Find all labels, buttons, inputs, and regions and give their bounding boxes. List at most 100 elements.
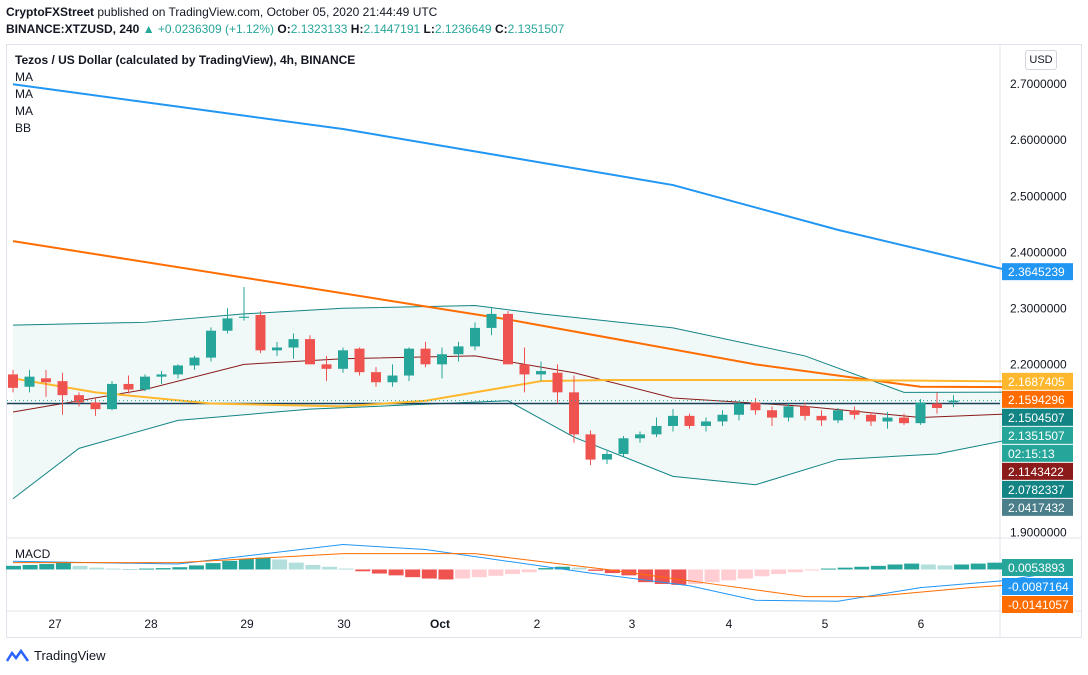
macd-histogram-bar [371,569,387,574]
currency-button[interactable]: USD [1025,50,1057,70]
candle-body [173,365,183,375]
macd-label-text: -0.0141057 [1008,598,1069,612]
macd-histogram-bar [704,569,720,583]
footer-brand-text: TradingView [34,648,106,663]
x-tick-label: 29 [240,617,254,631]
price-label-badge [1002,444,1073,462]
macd-histogram-bar [105,568,121,570]
price-label-badge [1002,498,1073,516]
publisher-name[interactable]: CryptoFXStreet [6,5,95,19]
candle-body [140,376,150,390]
y-tick-label: 2.3000000 [1010,301,1067,315]
low-value: 2.1236649 [434,22,492,36]
price-label-text: 2.0417432 [1008,501,1065,515]
candle-body [470,327,480,347]
x-tick-label: 3 [629,617,636,631]
macd-histogram-bar [504,569,520,574]
change-value: ▲ +0.0236309 (+1.12%) [142,22,275,36]
price-label-text: 2.3645239 [1008,265,1065,279]
macd-histogram-bar [355,569,371,572]
macd-histogram-bar [188,565,204,570]
candle-body [948,400,959,403]
x-tick-label: 6 [918,617,925,631]
macd-histogram-bar [322,566,338,570]
macd-histogram-bar [854,566,870,570]
bollinger-lower-line [12,400,1045,500]
macd-histogram-bar [89,567,105,570]
candle-body [552,372,563,393]
close-label: C: [494,22,508,36]
indicator-ma-1[interactable]: MA [15,70,33,84]
macd-histogram-bar [837,567,853,570]
y-tick-label: 2.6000000 [1010,133,1067,147]
macd-histogram-bar [987,562,1003,570]
candle-body [486,313,497,328]
macd-histogram-bar [72,565,88,570]
candle-body [701,421,711,426]
macd-histogram-bar [721,569,737,581]
price-label-text: 02:15:13 [1008,447,1055,461]
candle-body [767,410,777,418]
price-label-text: 2.1143422 [1008,465,1064,479]
macd-histogram-bar [754,569,770,577]
candle-body [57,381,68,396]
price-label-badge [1002,462,1073,480]
macd-histogram-bar [571,567,587,570]
x-tick-label: 5 [822,617,829,631]
candle-body [816,415,827,421]
y-tick-label: 2.7000000 [1010,77,1067,91]
macd-signal-line [13,553,1045,598]
macd-histogram-bar [671,569,687,585]
macd-title[interactable]: MACD [15,547,51,561]
macd-histogram-bar [172,567,188,570]
indicator-ma-2[interactable]: MA [15,87,33,101]
candle-body [684,415,695,426]
footer-brand[interactable]: TradingView [6,648,106,663]
macd-histogram-bar [438,569,454,580]
ma-mid-line [12,240,1045,389]
tradingview-logo-icon [6,648,30,662]
indicator-ma-3[interactable]: MA [15,104,33,118]
candle-body [8,374,18,388]
candle-body [321,364,332,369]
candle-body [239,316,249,318]
candle-body [536,371,546,375]
symbol-label: BINANCE:XTZUSD, 240 [6,22,140,36]
macd-histogram-bar [787,569,803,573]
chart-title: Tezos / US Dollar (calculated by Trading… [15,53,356,67]
macd-histogram-bar [405,569,421,578]
candle-body [750,402,761,411]
macd-histogram-bar [954,564,970,570]
candle-body [453,346,464,355]
high-label: H: [350,22,364,36]
macd-histogram-bar [804,569,820,571]
candle-body [519,364,530,375]
price-label-text: 2.1504507 [1008,411,1065,425]
x-tick-label: Oct [430,617,450,631]
candle-body [156,374,167,377]
y-tick-label: 2.4000000 [1010,245,1067,259]
indicator-bb[interactable]: BB [15,121,32,135]
macd-histogram-bar [305,564,321,570]
macd-line [12,544,1045,602]
ma-short-line [12,377,1045,408]
price-label-text: 2.1351507 [1008,429,1065,443]
candle-body [602,453,612,460]
macd-label-badge [1002,578,1073,595]
price-label-badge [1002,480,1073,498]
candle-body [222,318,233,331]
macd-histogram-bar [904,563,920,570]
macd-histogram-bar [638,569,654,583]
candle-body [833,410,843,421]
candle-body [915,402,926,424]
x-tick-label: 4 [726,617,733,631]
macd-histogram-bar [122,569,138,571]
macd-histogram-bar [238,559,254,570]
macd-histogram-bar [338,568,354,570]
candle-body [338,350,348,369]
macd-histogram-bar [821,568,837,570]
candle-body [569,392,579,435]
candle-body [668,415,678,426]
candle-body [387,375,398,383]
